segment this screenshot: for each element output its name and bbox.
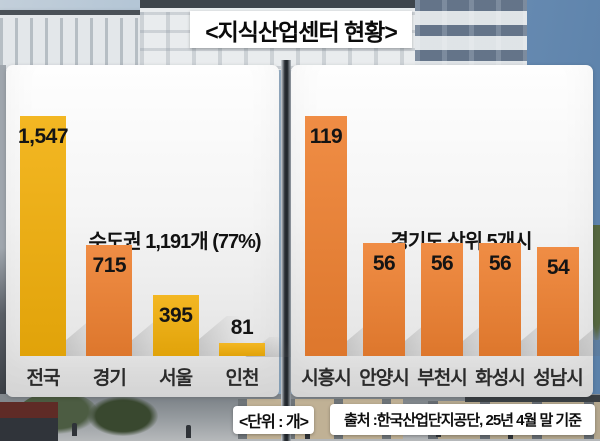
tree-right-edge: [589, 225, 600, 340]
tree: [88, 396, 158, 436]
bar-category-label: 서울: [159, 368, 193, 389]
bar-column: 395 서울: [152, 295, 199, 389]
bar: 1,547: [17, 116, 69, 356]
bar-value-label: 56: [372, 252, 396, 275]
bar: 54: [537, 247, 579, 356]
storefront-dark: [0, 418, 58, 441]
bar: 119: [305, 116, 347, 356]
bar-value-label: 56: [430, 252, 454, 275]
bar-value-label: 715: [92, 254, 127, 277]
bar-value-label: 56: [488, 252, 512, 275]
chart-panel-national: 수도권 1,191개 (77%) 1,547 전국 715 경기 395 서울 81 인천: [6, 65, 279, 397]
building-corner-pole: [281, 60, 291, 441]
bar-column: 56 화성시: [475, 243, 526, 389]
bar-value-label: 119: [309, 125, 343, 148]
page-title: <지식산업센터 현황>: [205, 18, 398, 45]
bar-column: 81 인천: [218, 316, 265, 389]
bar-column: 119 시흥시: [301, 116, 352, 389]
storefront-awning: [0, 402, 58, 418]
bar-category-label: 시흥시: [301, 368, 351, 389]
source-box: 출처 :한국산업단지공단, 25년 4월 말 기준: [330, 404, 595, 435]
bar: 395: [152, 295, 199, 356]
bar: [218, 343, 265, 356]
bar-value-label: 395: [158, 304, 193, 327]
pedestrian: [186, 425, 191, 438]
bar-column: 715 경기: [86, 245, 133, 389]
building-top-left: [0, 10, 150, 70]
unit-label: <단위 : 개>: [238, 414, 309, 431]
bar-column: 56 안양시: [359, 243, 410, 389]
bar-category-label: 전국: [26, 368, 61, 389]
bar: 56: [479, 243, 521, 356]
bar-category-label: 안양시: [359, 368, 409, 389]
bar-category-label: 인천: [225, 368, 260, 389]
bar-category-label: 화성시: [475, 368, 525, 389]
bar-value-label: 54: [546, 256, 570, 279]
bar-column: 1,547 전국: [17, 116, 69, 389]
bar-category-label: 성남시: [533, 368, 583, 389]
bar-category-label: 부천시: [417, 368, 467, 389]
source-label: 출처 :한국산업단지공단, 25년 4월 말 기준: [343, 412, 582, 429]
chart-panel-gyeonggi-top5: 경기도 상위 5개시 119 시흥시 56 안양시 56 부천시 56 화성시 54 성남시: [291, 65, 593, 397]
pedestrian: [72, 423, 77, 436]
bar-column: 56 부천시: [417, 243, 468, 389]
unit-box: <단위 : 개>: [233, 406, 314, 434]
bar-category-label: 경기: [92, 368, 127, 389]
building-left-edge: [0, 65, 6, 397]
bar-chart-gyeonggi-top5: 119 시흥시 56 안양시 56 부천시 56 화성시 54 성남시: [301, 65, 584, 389]
bar-value-label: 81: [230, 316, 254, 339]
bar-chart-national: 1,547 전국 715 경기 395 서울 81 인천: [17, 65, 265, 389]
title-box: <지식산업센터 현황>: [190, 11, 412, 48]
bar: 715: [86, 245, 133, 356]
bar: 56: [421, 243, 463, 356]
bar-column: 54 성남시: [533, 247, 584, 389]
entrance-canopy: [465, 395, 600, 402]
bar-value-label: 1,547: [17, 125, 69, 148]
bar: 56: [363, 243, 405, 356]
